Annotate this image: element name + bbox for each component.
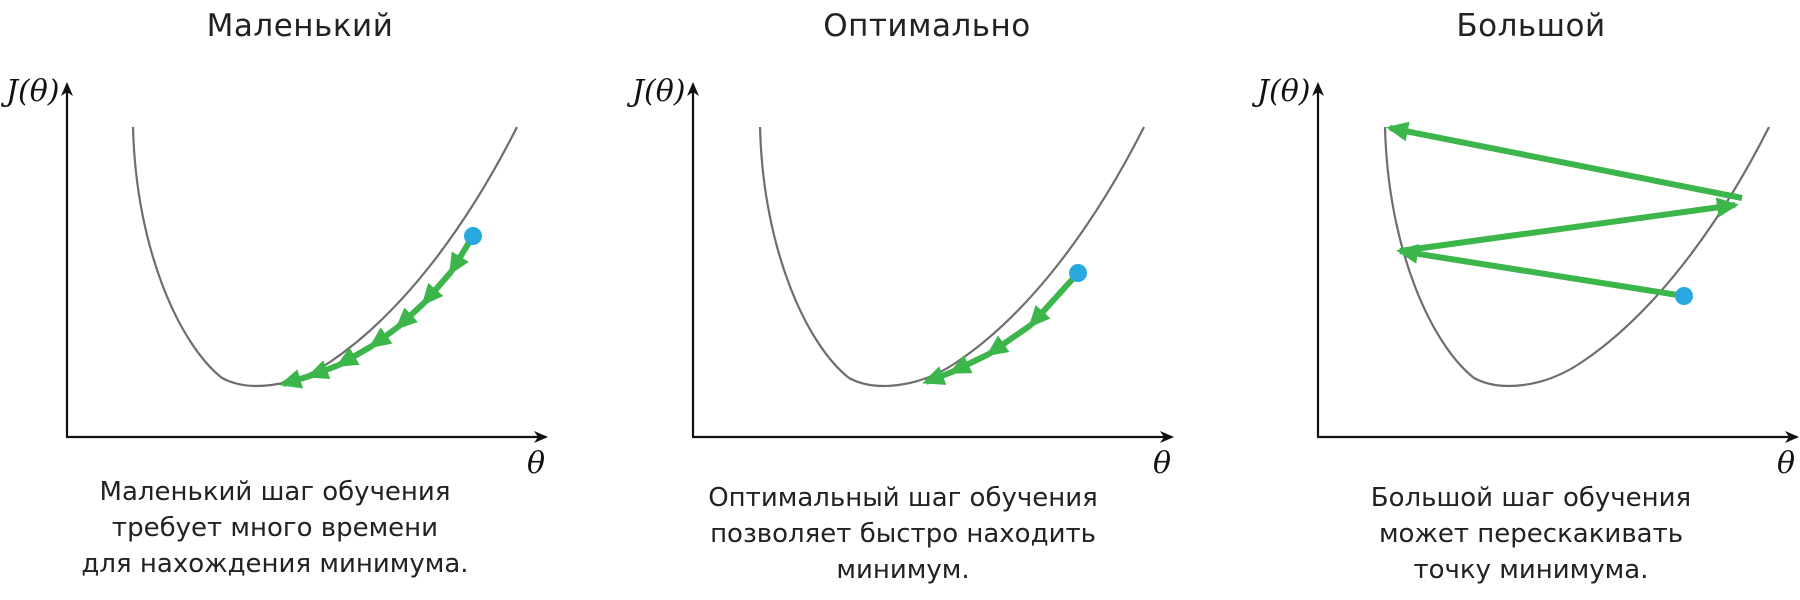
step-arrow bbox=[985, 322, 1033, 357]
panel-title: Большой bbox=[1456, 8, 1606, 44]
start-point bbox=[464, 227, 482, 245]
panel-optimal-rate: Оптимально J(θ) θ Оптимальный шаг обучен… bbox=[627, 0, 1227, 600]
step-arrow bbox=[421, 270, 454, 307]
step-arrow bbox=[306, 360, 341, 379]
cost-curve bbox=[1383, 126, 1770, 388]
step-arrow bbox=[395, 300, 427, 330]
y-axis-label: J(θ) bbox=[6, 74, 60, 109]
step-arrow bbox=[368, 324, 400, 349]
y-axis-label: J(θ) bbox=[632, 74, 686, 109]
gradient-steps bbox=[1386, 121, 1743, 299]
step-arrow bbox=[279, 369, 311, 389]
panel-title: Оптимально bbox=[823, 8, 1031, 44]
step-arrow bbox=[335, 343, 374, 368]
cost-plot bbox=[687, 82, 1174, 443]
step-arrow bbox=[922, 366, 954, 385]
x-axis-label: θ bbox=[1777, 446, 1796, 481]
step-arrow bbox=[948, 351, 991, 375]
gradient-steps bbox=[922, 270, 1081, 385]
x-axis-label: θ bbox=[527, 446, 546, 481]
panel-caption: Большой шаг обучения может перескакивать… bbox=[1370, 483, 1692, 585]
step-arrow bbox=[1386, 121, 1743, 201]
y-axis-label: J(θ) bbox=[1257, 74, 1311, 109]
panel-large-rate: Большой J(θ) θ Большой шаг обучения може… bbox=[1194, 0, 1799, 600]
step-arrow bbox=[1399, 197, 1739, 254]
panel-title: Маленький bbox=[206, 8, 394, 44]
step-arrow bbox=[1028, 270, 1081, 328]
panel-caption: Оптимальный шаг обучения позволяет быстр… bbox=[708, 483, 1098, 585]
cost-curve bbox=[131, 126, 518, 388]
gradient-steps bbox=[279, 234, 476, 389]
start-point bbox=[1675, 287, 1693, 305]
start-point bbox=[1069, 264, 1087, 282]
cost-plot bbox=[1312, 82, 1799, 443]
panel-caption: Маленький шаг обучения требует много вре… bbox=[81, 477, 469, 579]
cost-plot bbox=[61, 82, 548, 443]
step-arrow bbox=[1396, 243, 1685, 299]
panel-small-rate: Маленький J(θ) θ Маленький шаг обучения … bbox=[0, 0, 600, 600]
cost-curve bbox=[758, 126, 1145, 388]
x-axis-label: θ bbox=[1153, 446, 1172, 481]
